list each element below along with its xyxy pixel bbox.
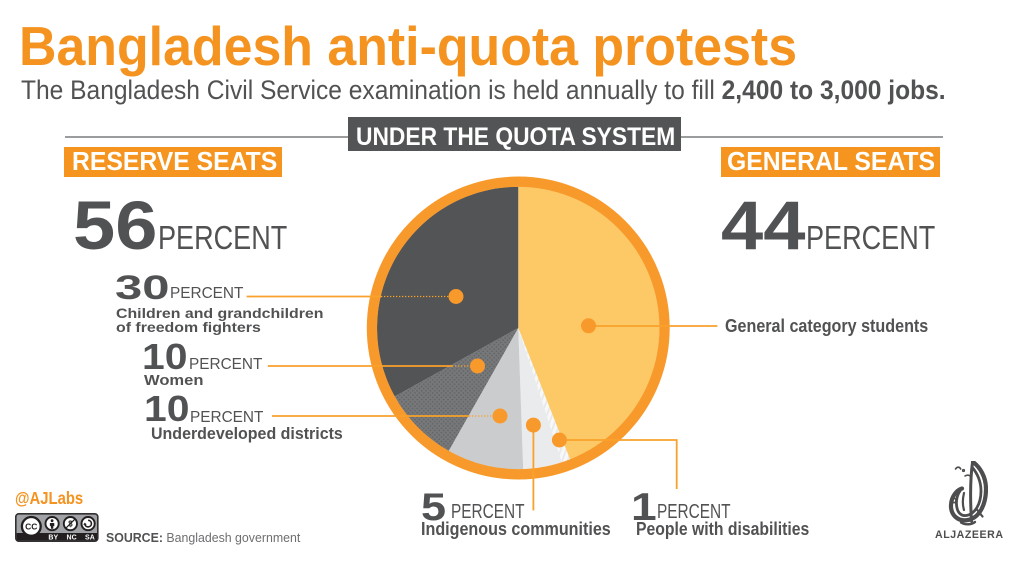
svg-text:BY: BY (48, 535, 58, 542)
svg-text:CC: CC (25, 521, 37, 531)
svg-text:NC: NC (67, 535, 77, 542)
svg-text:SA: SA (85, 535, 95, 542)
